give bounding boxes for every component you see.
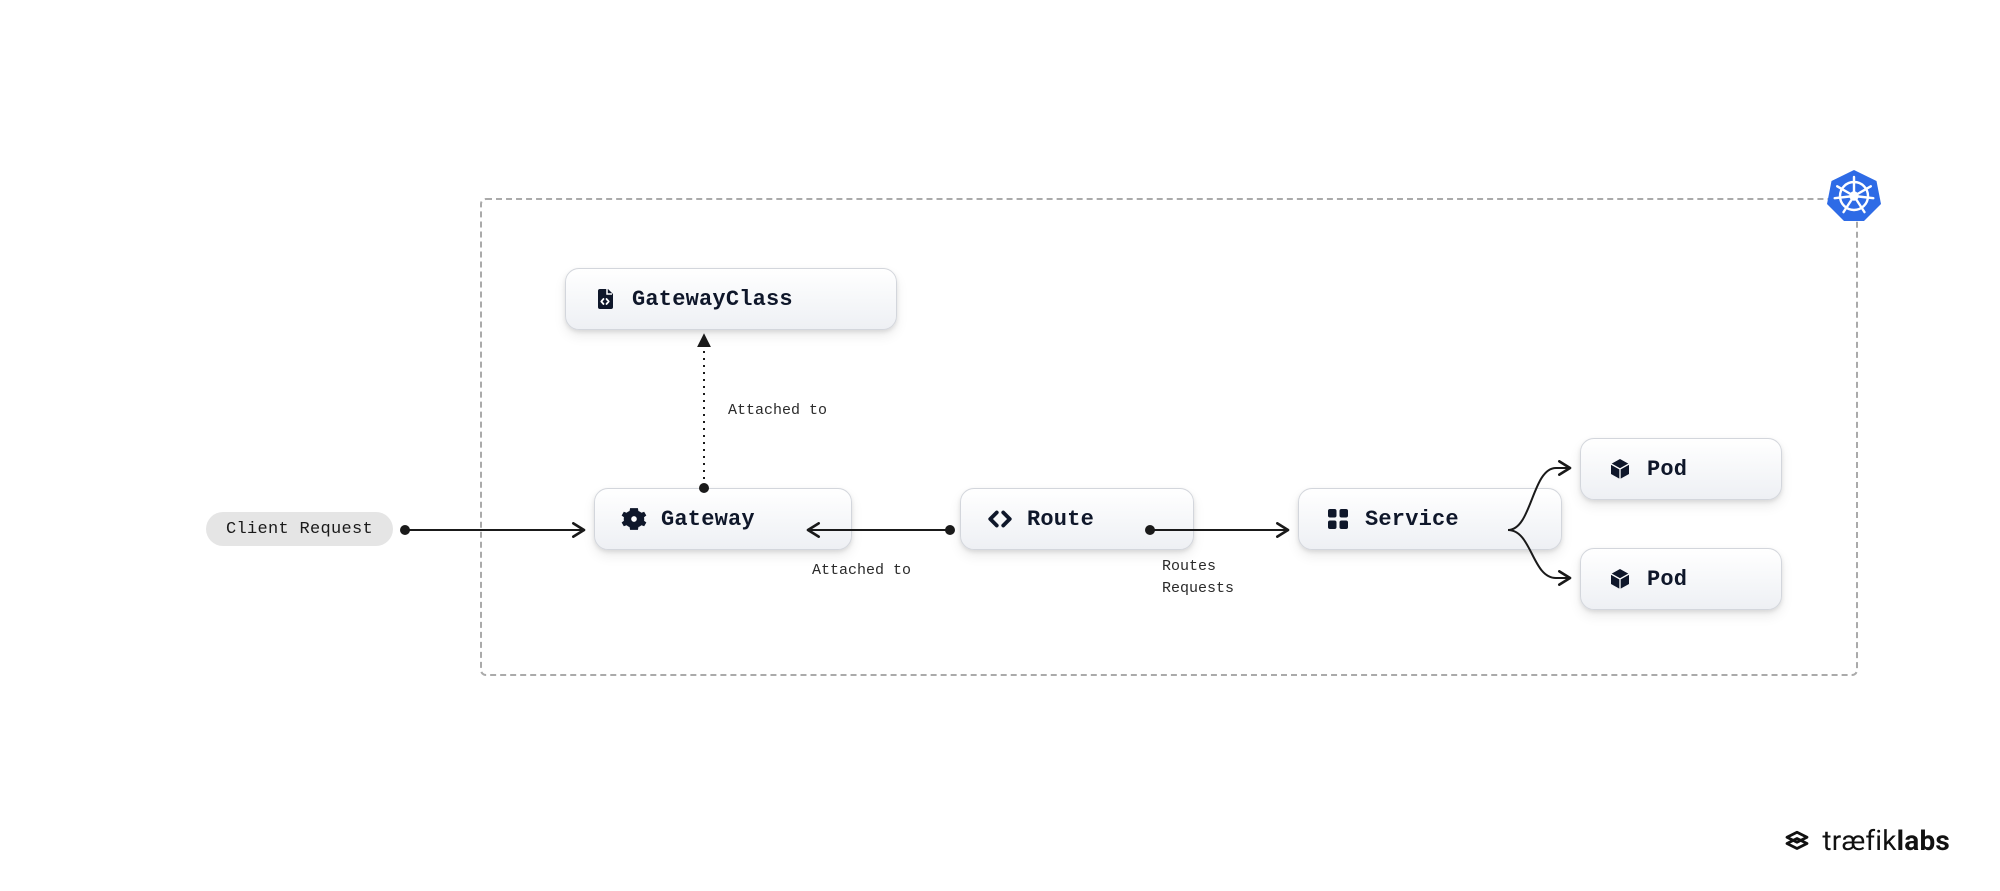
- cube-icon: [1607, 566, 1633, 592]
- node-gateway: Gateway: [594, 488, 852, 550]
- node-pod-2: Pod: [1580, 548, 1782, 610]
- brand-text: træfiklabs: [1822, 824, 1950, 857]
- grid-icon: [1325, 506, 1351, 532]
- node-label: Pod: [1647, 567, 1687, 592]
- node-route: Route: [960, 488, 1194, 550]
- brand-logo: træfiklabs: [1782, 824, 1950, 857]
- kubernetes-icon: [1826, 168, 1882, 224]
- client-request-pill: Client Request: [206, 512, 393, 546]
- node-label: GatewayClass: [632, 287, 793, 312]
- node-gatewayclass: GatewayClass: [565, 268, 897, 330]
- gear-icon: [621, 506, 647, 532]
- client-request-label: Client Request: [226, 520, 373, 539]
- traefik-mark-icon: [1782, 826, 1812, 856]
- node-label: Service: [1365, 507, 1459, 532]
- edge-label-gw-gwclass: Attached to: [728, 400, 827, 422]
- diagram-canvas: Client Request GatewayClass Gateway: [0, 0, 2000, 891]
- edge-label-route-gw: Attached to: [812, 560, 911, 582]
- cube-icon: [1607, 456, 1633, 482]
- doc-code-icon: [592, 286, 618, 312]
- node-service: Service: [1298, 488, 1562, 550]
- node-pod-1: Pod: [1580, 438, 1782, 500]
- node-label: Pod: [1647, 457, 1687, 482]
- node-label: Gateway: [661, 507, 755, 532]
- edge-label-route-svc: Routes Requests: [1162, 556, 1234, 600]
- code-icon: [987, 506, 1013, 532]
- node-label: Route: [1027, 507, 1094, 532]
